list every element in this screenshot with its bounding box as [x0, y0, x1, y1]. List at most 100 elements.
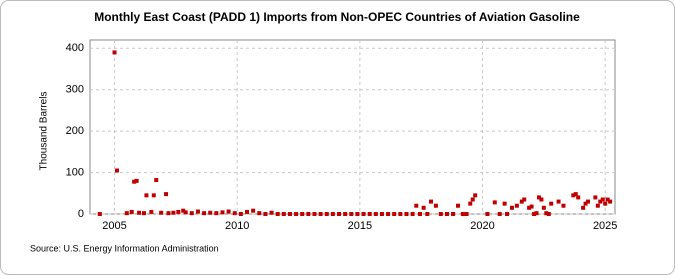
point [386, 212, 391, 216]
point [455, 203, 460, 208]
point [492, 200, 497, 205]
point [149, 209, 154, 214]
point [539, 197, 544, 202]
point [534, 211, 539, 216]
point [257, 211, 262, 216]
point [603, 201, 608, 206]
point [468, 201, 473, 206]
point [166, 211, 171, 216]
point [598, 199, 603, 204]
point [171, 210, 176, 215]
point [605, 197, 610, 202]
point [586, 199, 591, 204]
y-axis-label: Thousand Barrels [39, 92, 50, 171]
point [438, 212, 443, 216]
point [132, 179, 137, 184]
point [392, 212, 397, 216]
point [343, 212, 348, 216]
point [232, 211, 237, 216]
point [546, 212, 551, 216]
y-tick-label: 400 [66, 42, 84, 54]
point [544, 211, 549, 216]
point [134, 178, 139, 183]
point [593, 195, 598, 200]
point [112, 50, 117, 55]
point [373, 212, 378, 216]
point [583, 201, 588, 206]
point [189, 211, 194, 216]
point [226, 209, 231, 214]
point [532, 212, 537, 216]
point [164, 192, 169, 197]
point [361, 212, 366, 216]
point [600, 197, 605, 202]
point [429, 199, 434, 204]
point [473, 193, 478, 198]
chart-title: Monthly East Coast (PADD 1) Imports from… [94, 10, 580, 24]
point [497, 212, 502, 216]
point [287, 212, 292, 216]
point [151, 193, 156, 198]
point [410, 212, 415, 216]
point [514, 203, 519, 208]
point [573, 192, 578, 197]
point [509, 205, 514, 210]
point [238, 212, 243, 216]
point [214, 211, 219, 216]
point [595, 203, 600, 208]
point [195, 209, 200, 214]
point [529, 204, 534, 209]
point [114, 168, 119, 173]
x-tick-label: 2010 [225, 220, 249, 232]
point [527, 205, 532, 210]
point [608, 199, 613, 204]
point [97, 212, 102, 216]
point [281, 212, 286, 216]
point [464, 212, 469, 216]
y-tick-label: 100 [66, 166, 84, 178]
x-tick-label: 2020 [470, 220, 494, 232]
point [485, 212, 490, 216]
point [576, 195, 581, 200]
point [425, 212, 430, 216]
point [137, 210, 142, 215]
point [337, 212, 342, 216]
point [208, 210, 213, 215]
point [144, 193, 149, 198]
point [176, 209, 181, 214]
point [444, 212, 449, 216]
point [522, 197, 527, 202]
point [220, 210, 225, 215]
x-tick-label: 2005 [102, 220, 126, 232]
point [349, 212, 354, 216]
point [561, 203, 566, 208]
point [159, 210, 164, 215]
point [404, 212, 409, 216]
y-tick-label: 0 [78, 208, 84, 220]
point [571, 193, 576, 198]
point [536, 195, 541, 200]
point [330, 212, 335, 216]
point [556, 199, 561, 204]
point [581, 205, 586, 210]
point [306, 212, 311, 216]
point [451, 212, 456, 216]
point [433, 203, 438, 208]
point [294, 212, 299, 216]
point [519, 199, 524, 204]
point [154, 178, 159, 183]
point [263, 212, 268, 216]
point [367, 212, 372, 216]
point [269, 210, 274, 215]
point [324, 212, 329, 216]
point [318, 212, 323, 216]
y-tick-label: 300 [66, 84, 84, 96]
point [300, 212, 305, 216]
point [245, 209, 250, 214]
point [141, 211, 146, 216]
point [124, 211, 129, 216]
point [460, 212, 465, 216]
point [183, 210, 188, 215]
point [251, 208, 256, 213]
point [275, 212, 280, 216]
